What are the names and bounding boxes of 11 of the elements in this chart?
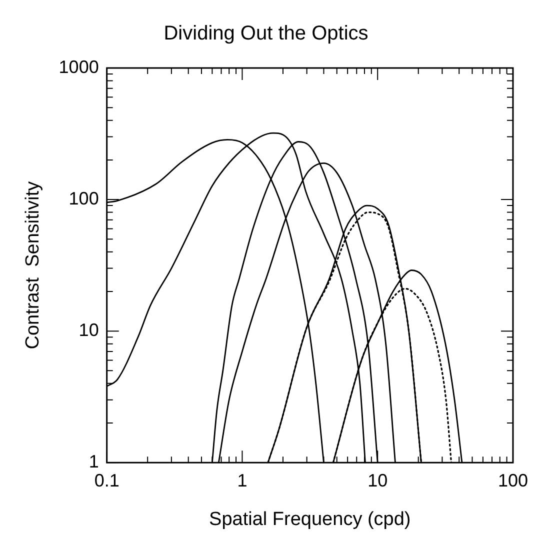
y-tick-label: 1 <box>88 452 99 472</box>
x-tick-label: 10 <box>368 470 388 490</box>
x-tick-label: 1 <box>237 470 248 490</box>
y-axis-title: Contrast Sensitivity <box>22 180 44 350</box>
y-tick-label: 100 <box>68 188 99 208</box>
x-tick-label: 0.1 <box>94 470 120 490</box>
y-tick-label: 10 <box>78 320 99 340</box>
chart-title: Dividing Out the Optics <box>164 22 368 45</box>
y-tick-label: 1000 <box>58 56 99 77</box>
x-axis-title: Spatial Frequency (cpd) <box>209 508 411 530</box>
x-tick-label: 100 <box>498 470 528 490</box>
